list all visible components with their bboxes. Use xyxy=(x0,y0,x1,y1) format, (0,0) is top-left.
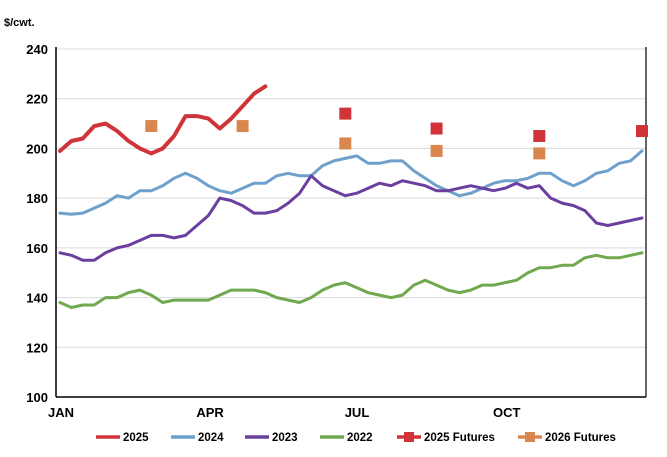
series-line-2023 xyxy=(58,174,644,262)
y-tick-label: 240 xyxy=(26,42,48,57)
x-tick-label: JUL xyxy=(345,405,370,420)
marker-2025-futures xyxy=(533,130,546,142)
legend-marker xyxy=(404,432,414,442)
y-tick-label: 220 xyxy=(26,92,48,107)
x-tick-label: APR xyxy=(196,405,224,420)
y-tick-label: 160 xyxy=(26,241,48,256)
legend-label: 2022 xyxy=(347,432,373,444)
series-line-2025 xyxy=(58,84,268,156)
y-tick-label: 140 xyxy=(26,291,48,306)
marker-2026-futures xyxy=(339,137,352,150)
series-line-2024 xyxy=(58,149,644,216)
legend-label: 2024 xyxy=(198,432,224,444)
y-tick-label: 120 xyxy=(26,340,48,355)
series-line-2022 xyxy=(58,251,644,309)
x-tick-label: JAN xyxy=(48,405,74,420)
marker-2026-futures xyxy=(533,147,546,160)
legend-label: 2025 xyxy=(123,432,149,444)
y-tick-label: 100 xyxy=(26,390,48,405)
marker-2025-futures xyxy=(636,125,648,138)
marker-2026-futures xyxy=(145,120,158,133)
marker-2026-futures xyxy=(430,144,443,157)
y-tick-label: 200 xyxy=(26,141,48,156)
x-tick-label: OCT xyxy=(493,405,521,420)
legend-label: 2026 Futures xyxy=(545,432,616,444)
marker-2025-futures xyxy=(339,107,352,120)
y-axis-label: $/cwt. xyxy=(4,17,35,29)
y-tick-label: 180 xyxy=(26,191,48,206)
legend-marker xyxy=(525,432,535,442)
legend-label: 2025 Futures xyxy=(424,432,495,444)
marker-2025-futures xyxy=(430,122,443,135)
legend-label: 2023 xyxy=(272,432,298,444)
marker-2026-futures xyxy=(236,120,249,133)
